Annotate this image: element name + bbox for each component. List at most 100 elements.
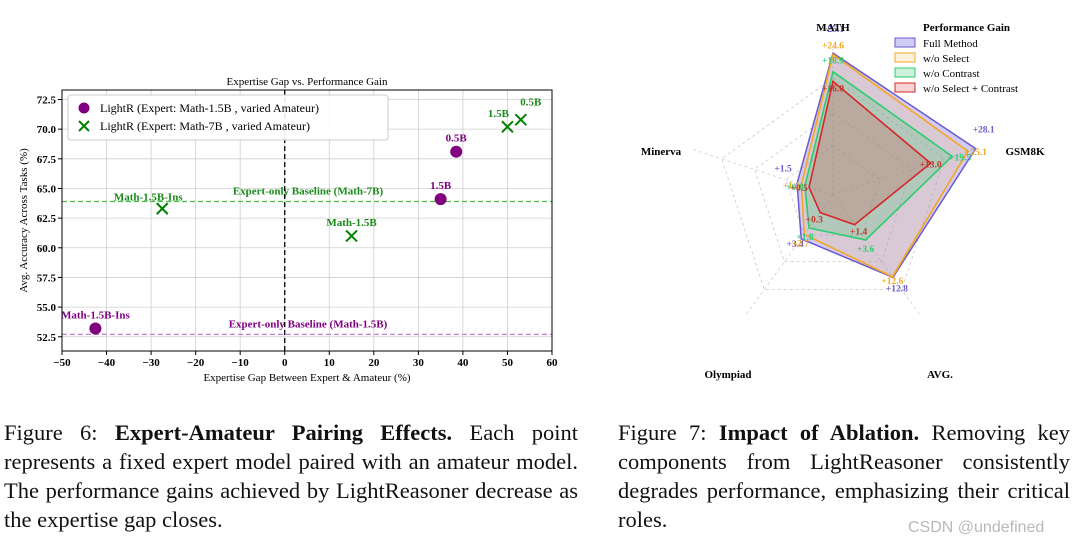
watermark: CSDN @undefined (908, 519, 1045, 536)
axis-label: MATH (816, 22, 850, 34)
legend-swatch (894, 52, 916, 63)
x-tick-label: 10 (324, 357, 336, 369)
y-tick-label: 55.0 (37, 302, 57, 314)
point-label: 1.5B (488, 108, 510, 120)
value-label: +1.1 (783, 182, 801, 192)
legend: LightR (Expert: Math-1.5B , varied Amate… (67, 94, 389, 141)
radar-ring (721, 77, 945, 291)
x-tick-label: −40 (98, 357, 116, 369)
x-marker-stroke (514, 113, 528, 126)
radar-ring (754, 112, 912, 263)
point-label: 0.5B (520, 97, 542, 109)
series-polygon (804, 70, 954, 241)
y-tick-label: 70.0 (37, 124, 57, 136)
legend: Performance Gain Full Method w/o Select w/o… (894, 22, 1018, 95)
axis-label: Olympiad (704, 369, 751, 381)
value-label: +16.0 (822, 84, 844, 94)
legend-label: Full Method (923, 38, 978, 50)
axis-label: AVG. (927, 369, 953, 381)
y-tick-label: 62.5 (37, 213, 57, 225)
value-label: +2.7 (792, 239, 810, 249)
caption-label: Figure 6: (4, 420, 98, 445)
value-label: +1.4 (850, 228, 868, 238)
value-label: +28.1 (973, 126, 995, 136)
caption-title: Impact of Ablation. (718, 420, 920, 445)
legend-marker (78, 120, 90, 132)
value-label: +3.6 (857, 245, 875, 255)
axis-label: Minerva (641, 146, 682, 158)
legend-swatch (894, 37, 916, 48)
radar-spoke (832, 194, 922, 317)
y-axis-label: Avg. Accuracy Across Tasks (%) (18, 148, 30, 293)
point-label: 1.5B (430, 180, 452, 192)
legend-title: Performance Gain (923, 22, 1010, 34)
x-tick-label: −30 (142, 357, 160, 369)
legend-marker (78, 102, 90, 114)
radar-spoke (832, 148, 976, 196)
y-tick-label: 57.5 (37, 272, 57, 284)
baseline-label: Expert-only Baseline (Math-7B) (233, 186, 384, 198)
series-polygon (796, 51, 977, 279)
point-marker (156, 202, 169, 215)
value-label: +0.8 (786, 183, 804, 193)
radar-series (796, 51, 977, 279)
point-label: Math-1.5B-Ins (61, 309, 130, 321)
value-label: +12.6 (881, 277, 903, 287)
x-axis-label: Expertise Gap Between Expert & Amateur (… (203, 372, 410, 384)
axis-label: GSM8K (1005, 146, 1045, 158)
x-marker-stroke (156, 202, 169, 215)
series-polygon (808, 79, 932, 226)
x-tick-label: 0 (282, 357, 288, 369)
value-label: +1.5 (774, 164, 792, 174)
legend-label: LightR (Expert: Math-1.5B , varied Amate… (100, 101, 319, 115)
x-tick-label: −10 (232, 357, 250, 369)
value-label: +13.0 (920, 160, 942, 170)
radar-spoke (744, 194, 834, 317)
legend-box (67, 94, 389, 141)
x-tick-label: 20 (368, 357, 380, 369)
radar-grid (690, 45, 976, 317)
caption-text: Each point represents a fixed expert mod… (4, 420, 578, 532)
x-marker-stroke (345, 229, 358, 243)
x-tick-label: −50 (53, 357, 71, 369)
radar-ring (785, 145, 881, 236)
point-label: Math-1.5B-Ins (114, 192, 183, 204)
point-labels: Math-1.5B-Ins 1.5B 0.5B Math-1.5B-Ins Math-1… (61, 97, 542, 322)
reference-lines: Expert-only Baseline (Math-7B) Expert-onl… (62, 90, 552, 351)
data-points (89, 113, 528, 335)
point-marker (345, 229, 358, 243)
value-label: +0.3 (806, 216, 824, 226)
legend-label: LightR (Expert: Math-7B , varied Amateur… (100, 119, 310, 133)
y-tick-label: 67.5 (37, 154, 57, 166)
legend-label: w/o Select + Contrast (923, 83, 1018, 95)
y-tick-label: 52.5 (37, 332, 57, 344)
axis-ticks: −50 −40 −30 −20 −10 0 10 20 30 40 50 60 52.5 55.0 57.5… (37, 94, 558, 369)
x-tick-label: 60 (547, 357, 559, 369)
figure-7-caption: Figure 7: Impact of Ablation. Removing k… (618, 418, 1070, 534)
x-tick-label: 30 (413, 357, 425, 369)
value-label: +0.5 (790, 184, 808, 194)
legend-swatch (894, 67, 916, 78)
value-label: +24.6 (822, 42, 844, 52)
ablation-radar-chart: +25.1 +28.1 +12.8 +3.4 +1.5 +24.6 +25.1 +12.6 +2… (641, 22, 1045, 381)
expertise-gap-scatter-chart: Expert-only Baseline (Math-7B) Expert-onl… (18, 76, 558, 384)
point-marker (450, 145, 463, 158)
plot-frame (61, 89, 553, 352)
x-marker-stroke (501, 120, 514, 133)
x-marker-stroke (78, 120, 90, 132)
value-label: +25.1 (965, 148, 987, 158)
x-tick-label: 40 (457, 357, 469, 369)
point-marker (501, 120, 514, 133)
value-label: +18.9 (822, 57, 844, 67)
value-labels: +25.1 +28.1 +12.8 +3.4 +1.5 +24.6 +25.1 +12.6 +2… (774, 25, 994, 294)
legend-label: w/o Select (923, 53, 969, 65)
y-tick-label: 65.0 (37, 183, 57, 195)
value-label: +3.4 (787, 240, 805, 250)
point-marker (434, 193, 447, 206)
value-label: +25.1 (822, 25, 844, 35)
point-marker (89, 322, 102, 335)
figure-6-caption: Figure 6: Expert-Amateur Pairing Effects… (4, 418, 578, 534)
point-label: Math-1.5B (326, 217, 377, 229)
point-marker (514, 113, 528, 126)
legend-swatch (894, 82, 916, 93)
